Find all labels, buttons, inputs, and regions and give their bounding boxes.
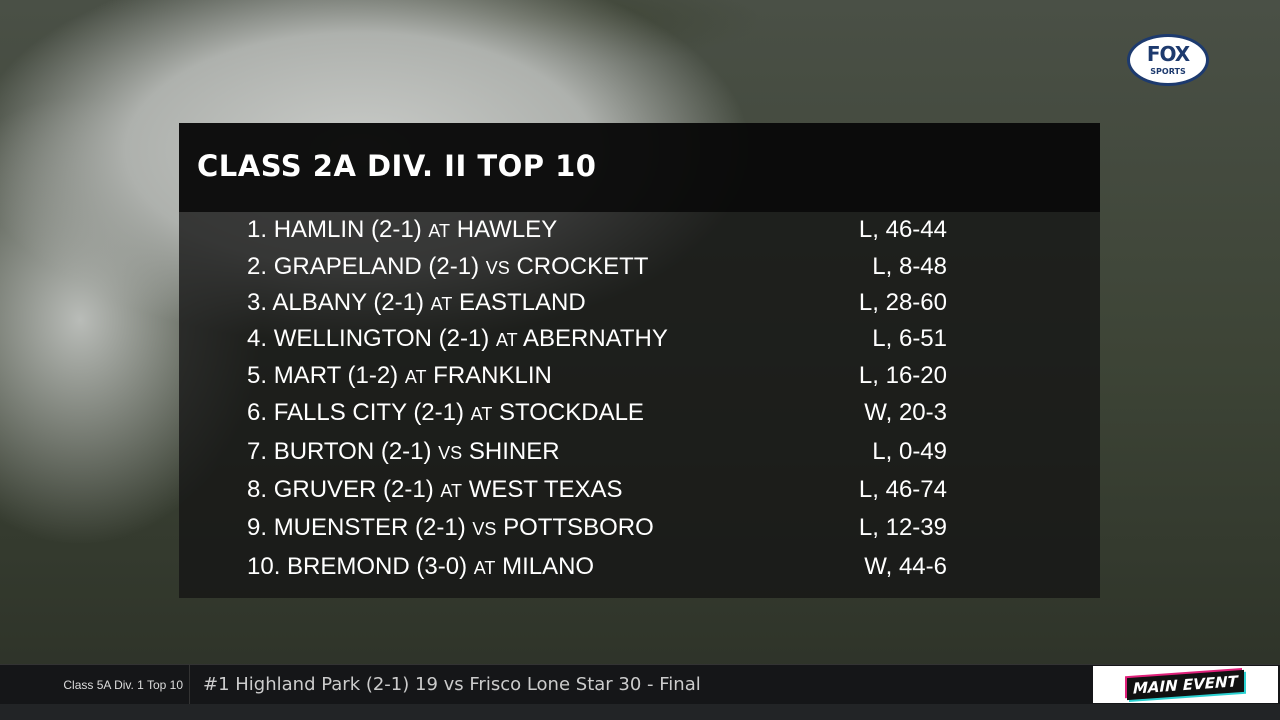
rank: 8. (247, 476, 268, 503)
team-record: (2-1) (380, 438, 432, 465)
team-record: (3-0) (416, 553, 468, 580)
matchup-connector: AT (440, 481, 463, 501)
game-result: L, 46-74 (858, 476, 947, 503)
team-name: WELLINGTON (273, 325, 432, 352)
ranking-row: 5. MART (1-2) AT FRANKLIN L, 16-20 (247, 358, 1047, 394)
rank: 5. (247, 362, 268, 389)
logo-sports: SPORTS (1150, 67, 1186, 76)
rank: 10. (247, 553, 281, 580)
opponent-name: HAWLEY (456, 216, 558, 243)
bottom-bar (0, 704, 1280, 720)
rankings-panel: CLASS 2A DIV. II TOP 10 1. HAMLIN (2-1) … (179, 123, 1100, 598)
team-name: BURTON (273, 438, 375, 465)
game-result: L, 16-20 (858, 362, 947, 389)
opponent-name: ABERNATHY (522, 325, 668, 352)
matchup-connector: AT (495, 330, 518, 350)
ranking-row: 9. MUENSTER (2-1) VS POTTSBORO L, 12-39 (247, 510, 1047, 546)
matchup-connector: AT (470, 404, 493, 424)
game-result: W, 44-6 (864, 553, 947, 580)
rank: 1. (247, 216, 268, 243)
opponent-name: EASTLAND (459, 289, 586, 316)
fox-sports-logo: FOX SPORTS (1127, 34, 1209, 86)
team-record: (2-1) (371, 216, 422, 243)
matchup-connector: VS (472, 519, 497, 539)
team-record: (1-2) (347, 362, 399, 389)
rank: 3. (247, 289, 268, 316)
sponsor-text: MAIN EVENT (1127, 669, 1244, 700)
rank: 7. (247, 438, 268, 465)
ranking-row: 3. ALBANY (2-1) AT EASTLAND L, 28-60 (247, 285, 1047, 321)
ranking-row: 2. GRAPELAND (2-1) VS CROCKETT L, 8-48 (247, 249, 1047, 285)
game-result: L, 6-51 (872, 325, 947, 352)
score-ticker: Class 5A Div. 1 Top 10 #1 Highland Park … (0, 664, 1280, 705)
rank: 4. (247, 325, 268, 352)
game-result: L, 28-60 (858, 289, 947, 316)
team-name: GRUVER (273, 476, 377, 503)
team-name: GRAPELAND (273, 253, 422, 280)
matchup-connector: AT (404, 367, 427, 387)
panel-title: CLASS 2A DIV. II TOP 10 (179, 123, 1100, 212)
team-record: (2-1) (383, 476, 434, 503)
ticker-text: #1 Highland Park (2-1) 19 vs Frisco Lone… (203, 674, 701, 695)
game-result: L, 8-48 (872, 253, 947, 280)
ranking-row: 4. WELLINGTON (2-1) AT ABERNATHY L, 6-51 (247, 321, 1047, 357)
opponent-name: WEST TEXAS (468, 476, 623, 503)
team-record: (2-1) (428, 253, 480, 280)
matchup-connector: AT (428, 221, 451, 241)
team-name: ALBANY (272, 289, 367, 316)
matchup-connector: AT (473, 558, 496, 578)
team-name: HAMLIN (273, 216, 365, 243)
ranking-row: 10. BREMOND (3-0) AT MILANO W, 44-6 (247, 549, 1047, 585)
opponent-name: POTTSBORO (503, 514, 654, 541)
logo-fox: FOX (1146, 42, 1190, 66)
team-record: (2-1) (415, 514, 466, 541)
game-result: L, 46-44 (858, 216, 947, 243)
main-event-logo: MAIN EVENT (1093, 666, 1278, 703)
opponent-name: STOCKDALE (499, 399, 644, 426)
ranking-row: 6. FALLS CITY (2-1) AT STOCKDALE W, 20-3 (247, 395, 1047, 431)
matchup-connector: VS (438, 443, 463, 463)
opponent-name: CROCKETT (516, 253, 649, 280)
team-name: MART (273, 362, 341, 389)
opponent-name: SHINER (468, 438, 560, 465)
opponent-name: FRANKLIN (433, 362, 552, 389)
game-result: L, 12-39 (858, 514, 947, 541)
game-result: L, 0-49 (872, 438, 947, 465)
rank: 9. (247, 514, 268, 541)
opponent-name: MILANO (502, 553, 595, 580)
team-record: (2-1) (413, 399, 464, 426)
rank: 2. (247, 253, 268, 280)
team-name: FALLS CITY (273, 399, 407, 426)
ranking-row: 1. HAMLIN (2-1) AT HAWLEY L, 46-44 (247, 212, 1047, 248)
rank: 6. (247, 399, 268, 426)
matchup-connector: AT (430, 294, 453, 314)
matchup-connector: VS (485, 258, 510, 278)
team-record: (2-1) (438, 325, 490, 352)
ticker-label: Class 5A Div. 1 Top 10 (0, 665, 190, 705)
ranking-row: 8. GRUVER (2-1) AT WEST TEXAS L, 46-74 (247, 472, 1047, 508)
game-result: W, 20-3 (864, 399, 947, 426)
team-record: (2-1) (373, 289, 424, 316)
team-name: MUENSTER (273, 514, 409, 541)
ranking-row: 7. BURTON (2-1) VS SHINER L, 0-49 (247, 434, 1047, 470)
team-name: BREMOND (287, 553, 410, 580)
